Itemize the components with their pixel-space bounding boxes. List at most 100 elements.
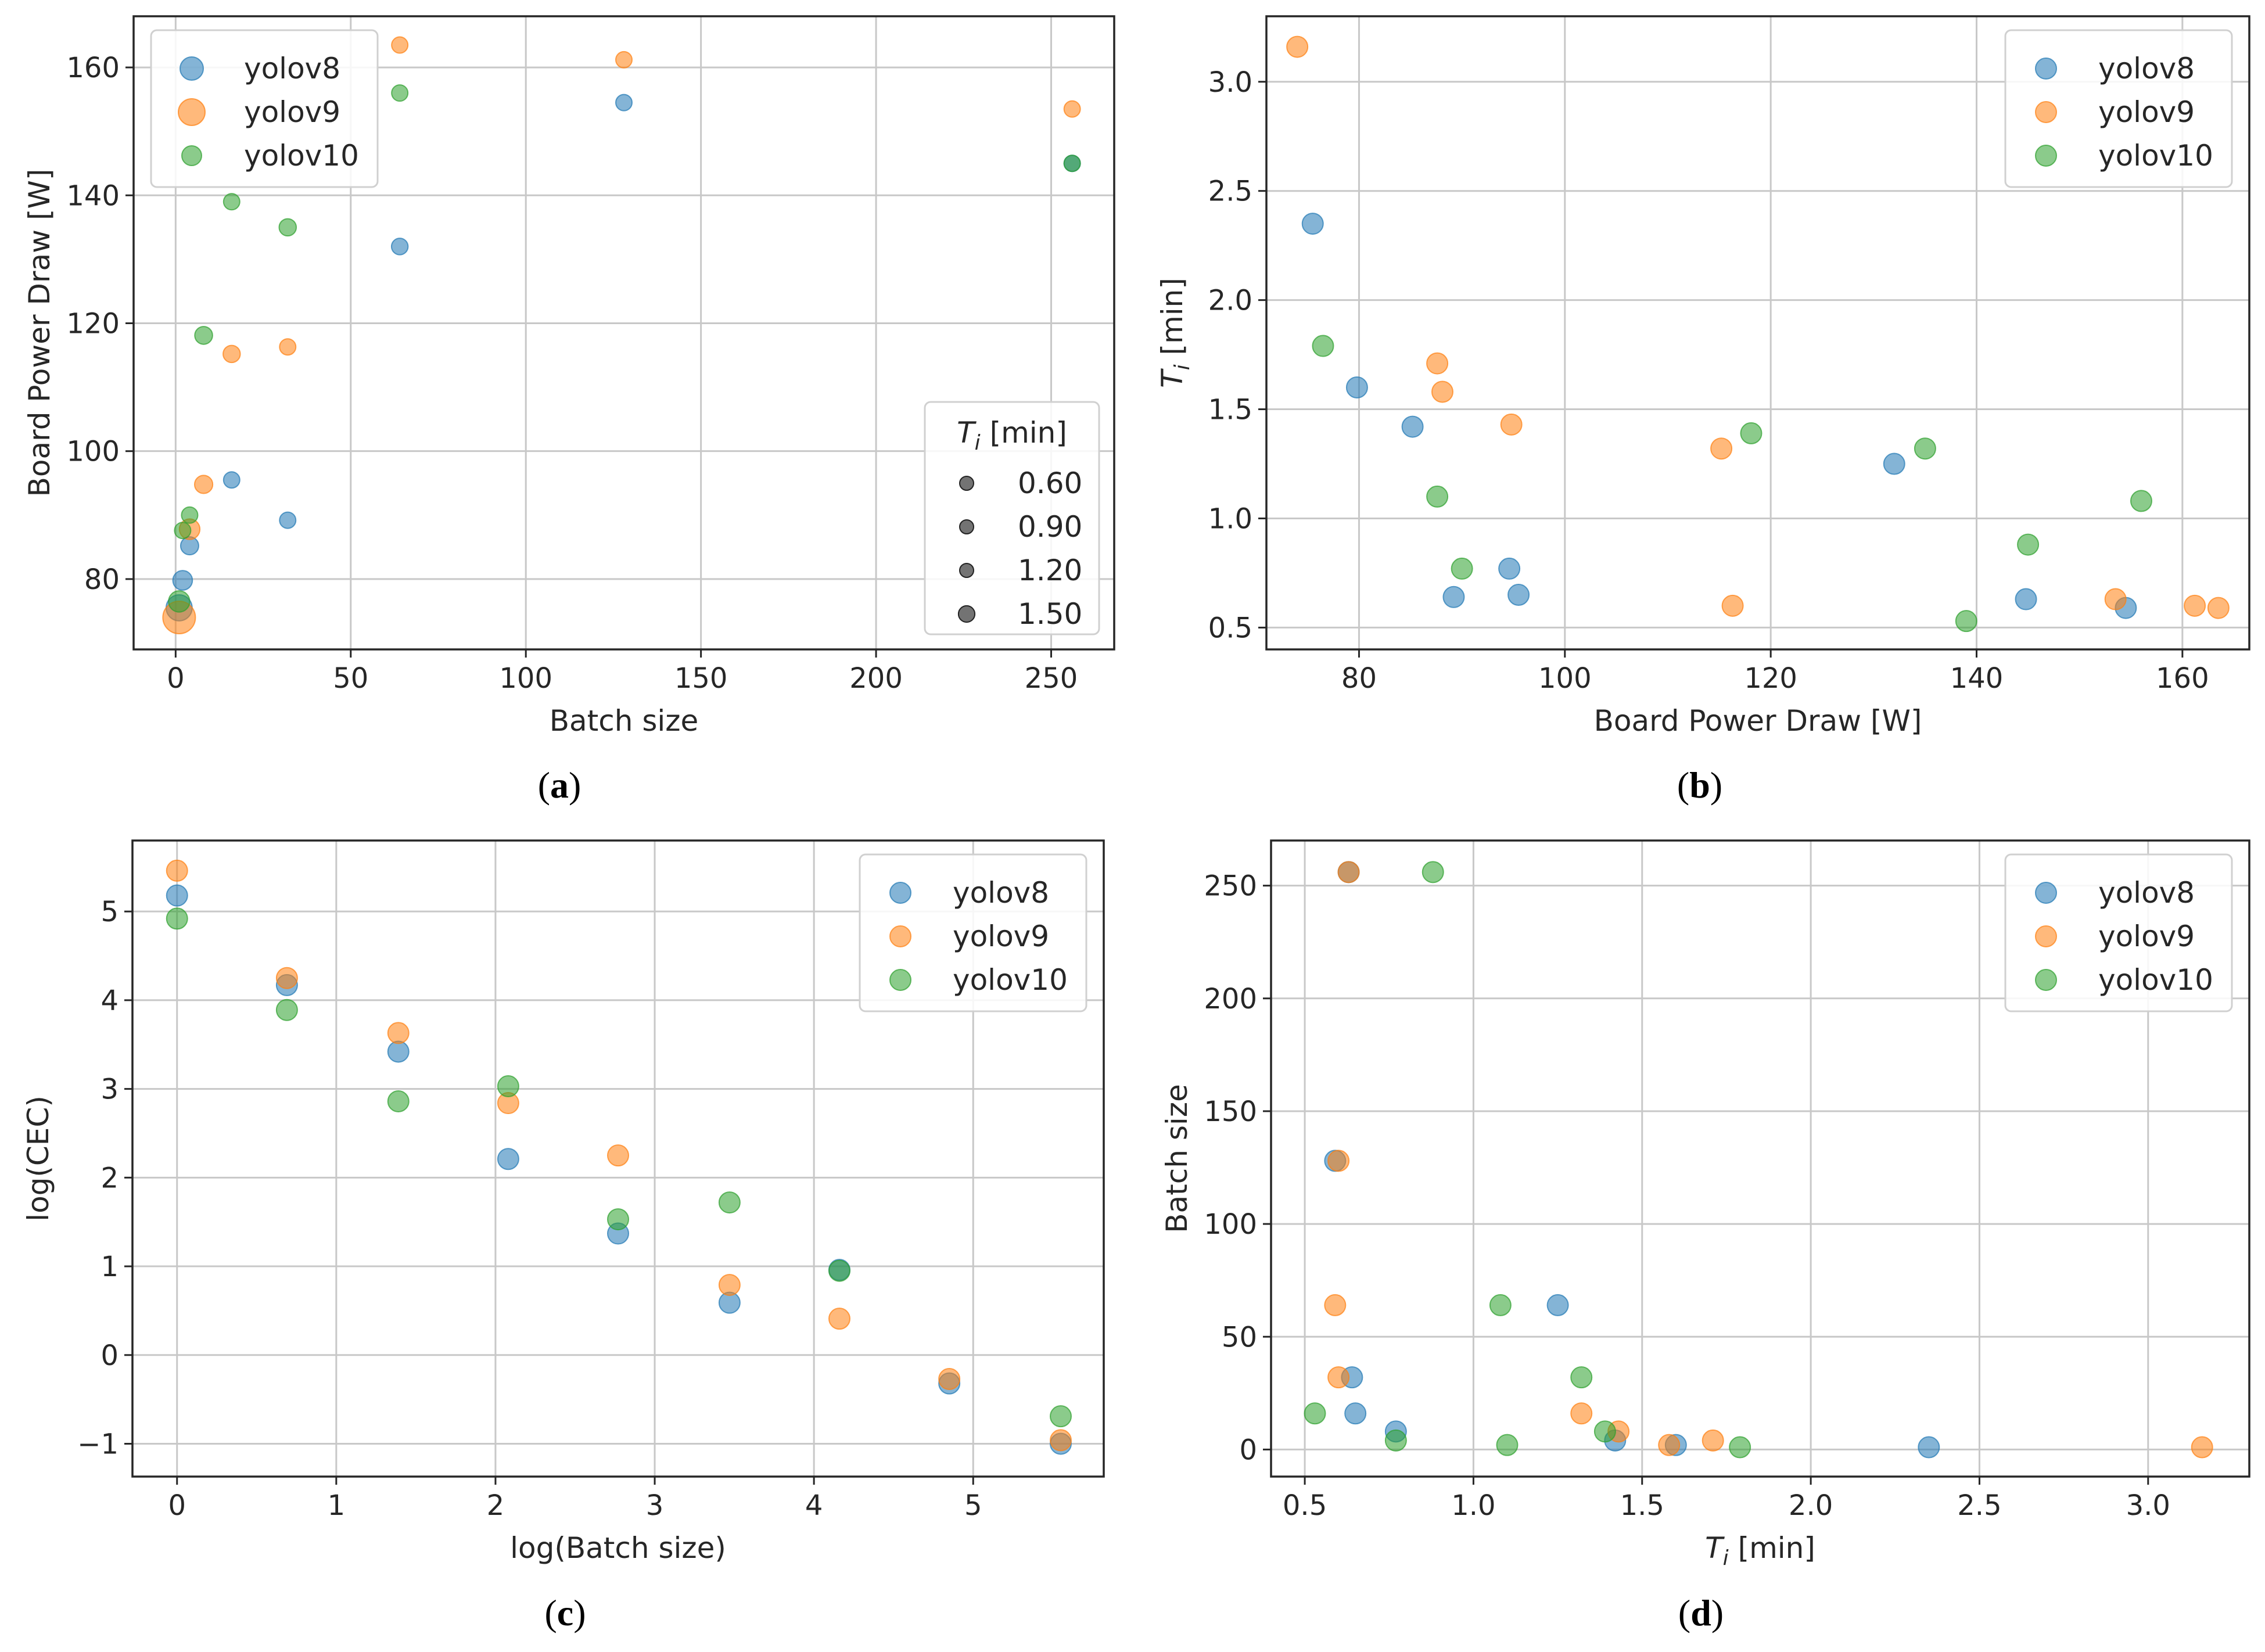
size-legend-marker bbox=[959, 476, 974, 491]
y-tick-label: 100 bbox=[66, 436, 120, 468]
y-tick-label: 3 bbox=[100, 1073, 119, 1106]
legend-label-yolov9: yolov9 bbox=[2098, 95, 2195, 129]
data-point bbox=[181, 506, 199, 524]
x-tick-label: 140 bbox=[1950, 662, 2004, 695]
data-point bbox=[387, 1022, 410, 1044]
series-yolov9 bbox=[1286, 35, 2230, 619]
legend-box bbox=[2004, 29, 2233, 188]
data-point bbox=[279, 338, 297, 356]
axes-frame bbox=[1265, 15, 2250, 651]
legend-label-yolov8: yolov8 bbox=[2098, 52, 2195, 85]
y-tick-label: 140 bbox=[66, 179, 120, 212]
size-legend-title: Ti [min] bbox=[957, 416, 1067, 455]
data-point bbox=[828, 1308, 850, 1330]
data-point bbox=[222, 193, 241, 211]
panel-label-b: (b) bbox=[1677, 764, 1722, 806]
data-point bbox=[1286, 35, 1309, 58]
legend-label-yolov9: yolov9 bbox=[953, 920, 1049, 953]
data-point bbox=[1702, 1429, 1724, 1452]
axes-frame bbox=[1270, 839, 2250, 1478]
data-point bbox=[1710, 437, 1733, 460]
y-tick-label: 150 bbox=[1204, 1096, 1257, 1128]
data-point bbox=[2184, 594, 2206, 617]
data-point bbox=[168, 590, 191, 613]
legend-label-yolov8: yolov8 bbox=[2098, 876, 2195, 910]
data-point bbox=[1658, 1434, 1681, 1456]
data-point bbox=[391, 84, 409, 102]
legend-label-yolov10: yolov10 bbox=[244, 139, 359, 173]
data-point bbox=[1049, 1405, 1072, 1428]
y-tick-label: 4 bbox=[100, 985, 119, 1017]
data-point bbox=[2017, 533, 2040, 556]
data-point bbox=[1883, 452, 1905, 475]
y-tick-label: 3.0 bbox=[1208, 66, 1252, 99]
x-tick-label: 3.0 bbox=[2126, 1489, 2170, 1522]
data-point bbox=[1327, 1366, 1350, 1389]
legend-box bbox=[150, 29, 379, 188]
x-tick-label: 2.0 bbox=[1789, 1489, 1833, 1522]
legend-label-yolov10: yolov10 bbox=[953, 963, 1068, 997]
data-point bbox=[2191, 1436, 2213, 1459]
series-yolov10 bbox=[166, 907, 1072, 1428]
legend-marker-yolov8 bbox=[180, 56, 204, 81]
y-tick-label: 0 bbox=[1239, 1434, 1257, 1466]
y-tick-label: 250 bbox=[1204, 870, 1257, 903]
data-point bbox=[387, 1040, 410, 1063]
x-tick-label: 2 bbox=[487, 1489, 505, 1522]
data-point bbox=[1593, 1420, 1616, 1443]
x-axis-label: Ti [min] bbox=[1705, 1531, 1815, 1570]
axes-frame bbox=[132, 15, 1115, 651]
y-axis-label: Batch size bbox=[1160, 1084, 1194, 1233]
legend-marker-yolov10 bbox=[2035, 969, 2057, 991]
data-point bbox=[387, 1090, 410, 1112]
data-point bbox=[1345, 376, 1368, 398]
data-point bbox=[279, 511, 297, 529]
size-legend-label: 0.90 bbox=[1018, 510, 1082, 544]
data-point bbox=[2015, 588, 2037, 610]
y-tick-label: 2.0 bbox=[1208, 285, 1252, 317]
data-point bbox=[607, 1208, 629, 1231]
x-tick-label: 4 bbox=[805, 1489, 823, 1522]
data-point bbox=[615, 51, 633, 69]
legend-marker-yolov8 bbox=[889, 882, 911, 904]
data-point bbox=[1324, 1294, 1347, 1316]
y-tick-label: 160 bbox=[66, 52, 120, 84]
data-point bbox=[166, 859, 188, 882]
legend-marker-yolov10 bbox=[181, 145, 202, 166]
data-point bbox=[166, 907, 188, 930]
legend-label-yolov8: yolov8 bbox=[244, 52, 340, 85]
chart-a: 0 50 100 150 200 250 80 100 120 140 160 Batch size B… bbox=[23, 15, 1115, 738]
y-tick-label: 2.5 bbox=[1208, 175, 1252, 208]
y-tick-label: 1.5 bbox=[1208, 394, 1252, 426]
data-point bbox=[1401, 415, 1424, 438]
data-point bbox=[222, 471, 241, 489]
x-tick-label: 0 bbox=[167, 662, 185, 695]
legend: yolov8 yolov9 yolov10 bbox=[2004, 29, 2233, 188]
x-tick-label: 1 bbox=[328, 1489, 346, 1522]
data-point bbox=[174, 522, 192, 540]
data-point bbox=[607, 1144, 629, 1167]
data-point bbox=[1489, 1294, 1512, 1316]
legend-marker-yolov8 bbox=[2035, 58, 2057, 80]
size-legend: Ti [min] 0.60 0.90 1.20 1.50 bbox=[924, 401, 1100, 635]
x-tick-label: 1.5 bbox=[1620, 1489, 1664, 1522]
y-tick-label: 1 bbox=[100, 1251, 119, 1283]
legend-marker-yolov8 bbox=[2035, 882, 2057, 904]
y-axis-label: Board Power Draw [W] bbox=[23, 169, 56, 497]
legend-marker-yolov9 bbox=[178, 98, 206, 126]
x-tick-label: 0 bbox=[168, 1489, 186, 1522]
y-axis-label: log(CEC) bbox=[21, 1096, 55, 1222]
legend-marker-yolov9 bbox=[889, 925, 911, 947]
size-legend-label: 1.20 bbox=[1018, 554, 1082, 587]
panel-label-c: (c) bbox=[544, 1592, 586, 1633]
legend-box bbox=[2004, 853, 2233, 1012]
data-point bbox=[1312, 335, 1334, 357]
data-point bbox=[1327, 1150, 1350, 1172]
y-tick-label: −1 bbox=[77, 1428, 119, 1460]
data-point bbox=[275, 999, 298, 1021]
x-axis-label: log(Batch size) bbox=[510, 1531, 726, 1565]
data-point bbox=[1570, 1402, 1593, 1425]
size-legend-label: 0.60 bbox=[1018, 466, 1082, 500]
x-tick-label: 80 bbox=[1341, 662, 1377, 695]
